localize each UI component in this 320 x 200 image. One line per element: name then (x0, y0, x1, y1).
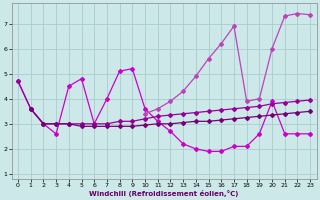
X-axis label: Windchill (Refroidissement éolien,°C): Windchill (Refroidissement éolien,°C) (89, 190, 239, 197)
